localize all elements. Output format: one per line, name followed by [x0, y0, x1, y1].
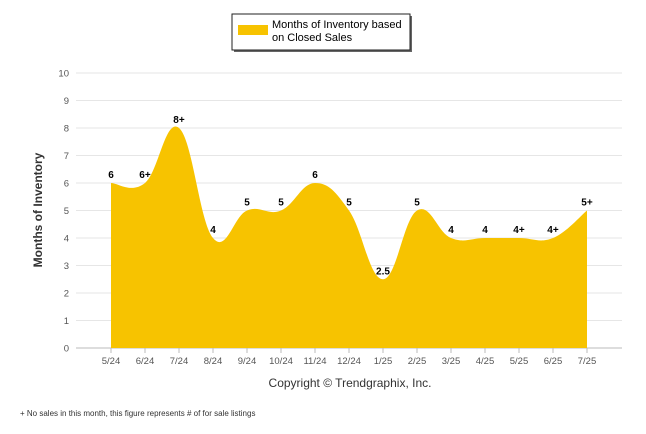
- y-tick-label: 0: [64, 344, 69, 355]
- y-tick-label: 5: [64, 206, 69, 217]
- x-tick-label: 2/25: [408, 356, 427, 367]
- data-label: 4: [482, 225, 488, 236]
- y-tick-label: 3: [64, 261, 69, 272]
- data-label: 5: [414, 198, 420, 209]
- data-label: 5+: [581, 198, 593, 209]
- y-tick-label: 1: [64, 316, 69, 327]
- data-label: 4+: [547, 225, 559, 236]
- x-tick-label: 11/24: [303, 356, 326, 367]
- x-tick-label: 3/25: [442, 356, 461, 367]
- y-tick-label: 10: [58, 69, 69, 80]
- x-tick-label: 10/24: [269, 356, 293, 367]
- data-label: 6: [312, 170, 318, 181]
- data-label: 5: [278, 198, 284, 209]
- x-tick-label: 9/24: [238, 356, 257, 367]
- data-label: 2.5: [376, 266, 390, 277]
- x-tick-label: 5/25: [510, 356, 529, 367]
- data-labels: 6 6+ 8+ 4 5 5 6 5 2.5 5 4 4 4+ 4+ 5+: [108, 115, 593, 277]
- legend-swatch: [238, 25, 268, 35]
- x-tick-label: 7/25: [578, 356, 597, 367]
- legend: Months of Inventory based on Closed Sale…: [231, 13, 412, 52]
- x-tick-label: 5/24: [102, 356, 121, 367]
- data-label: 4: [210, 225, 216, 236]
- x-tick-label: 7/24: [170, 356, 189, 367]
- y-tick-label: 7: [64, 151, 69, 162]
- data-label: 6+: [139, 170, 151, 181]
- y-axis-label: Months of Inventory: [31, 152, 45, 267]
- x-tick-label: 4/25: [476, 356, 495, 367]
- data-label: 4+: [513, 225, 525, 236]
- y-tick-label: 8: [64, 124, 69, 135]
- y-tick-label: 6: [64, 179, 69, 190]
- data-label: 5: [346, 198, 352, 209]
- footnote: + No sales in this month, this figure re…: [20, 409, 255, 418]
- x-tick-label: 6/24: [136, 356, 155, 367]
- x-tick-label: 6/25: [544, 356, 563, 367]
- x-tick-label: 1/25: [374, 356, 393, 367]
- x-tick-label: 12/24: [337, 356, 361, 367]
- area-fill: [111, 126, 587, 348]
- data-label: 8+: [173, 115, 185, 126]
- y-tick-label: 2: [64, 289, 69, 300]
- legend-label-line2: on Closed Sales: [272, 32, 353, 44]
- x-tick-label: 8/24: [204, 356, 223, 367]
- legend-label-line1: Months of Inventory based: [272, 19, 402, 31]
- y-axis-ticks: 0 1 2 3 4 5 6 7 8 9 10: [58, 69, 69, 355]
- y-tick-label: 9: [64, 96, 69, 107]
- x-axis-ticks: 5/24 6/24 7/24 8/24 9/24 10/24 11/24 12/24 1/25 2…: [102, 348, 597, 367]
- data-label: 4: [448, 225, 454, 236]
- y-tick-label: 4: [64, 234, 69, 245]
- copyright: Copyright © Trendgraphix, Inc.: [269, 376, 432, 390]
- data-label: 6: [108, 170, 114, 181]
- data-label: 5: [244, 198, 250, 209]
- area-series: [111, 126, 587, 348]
